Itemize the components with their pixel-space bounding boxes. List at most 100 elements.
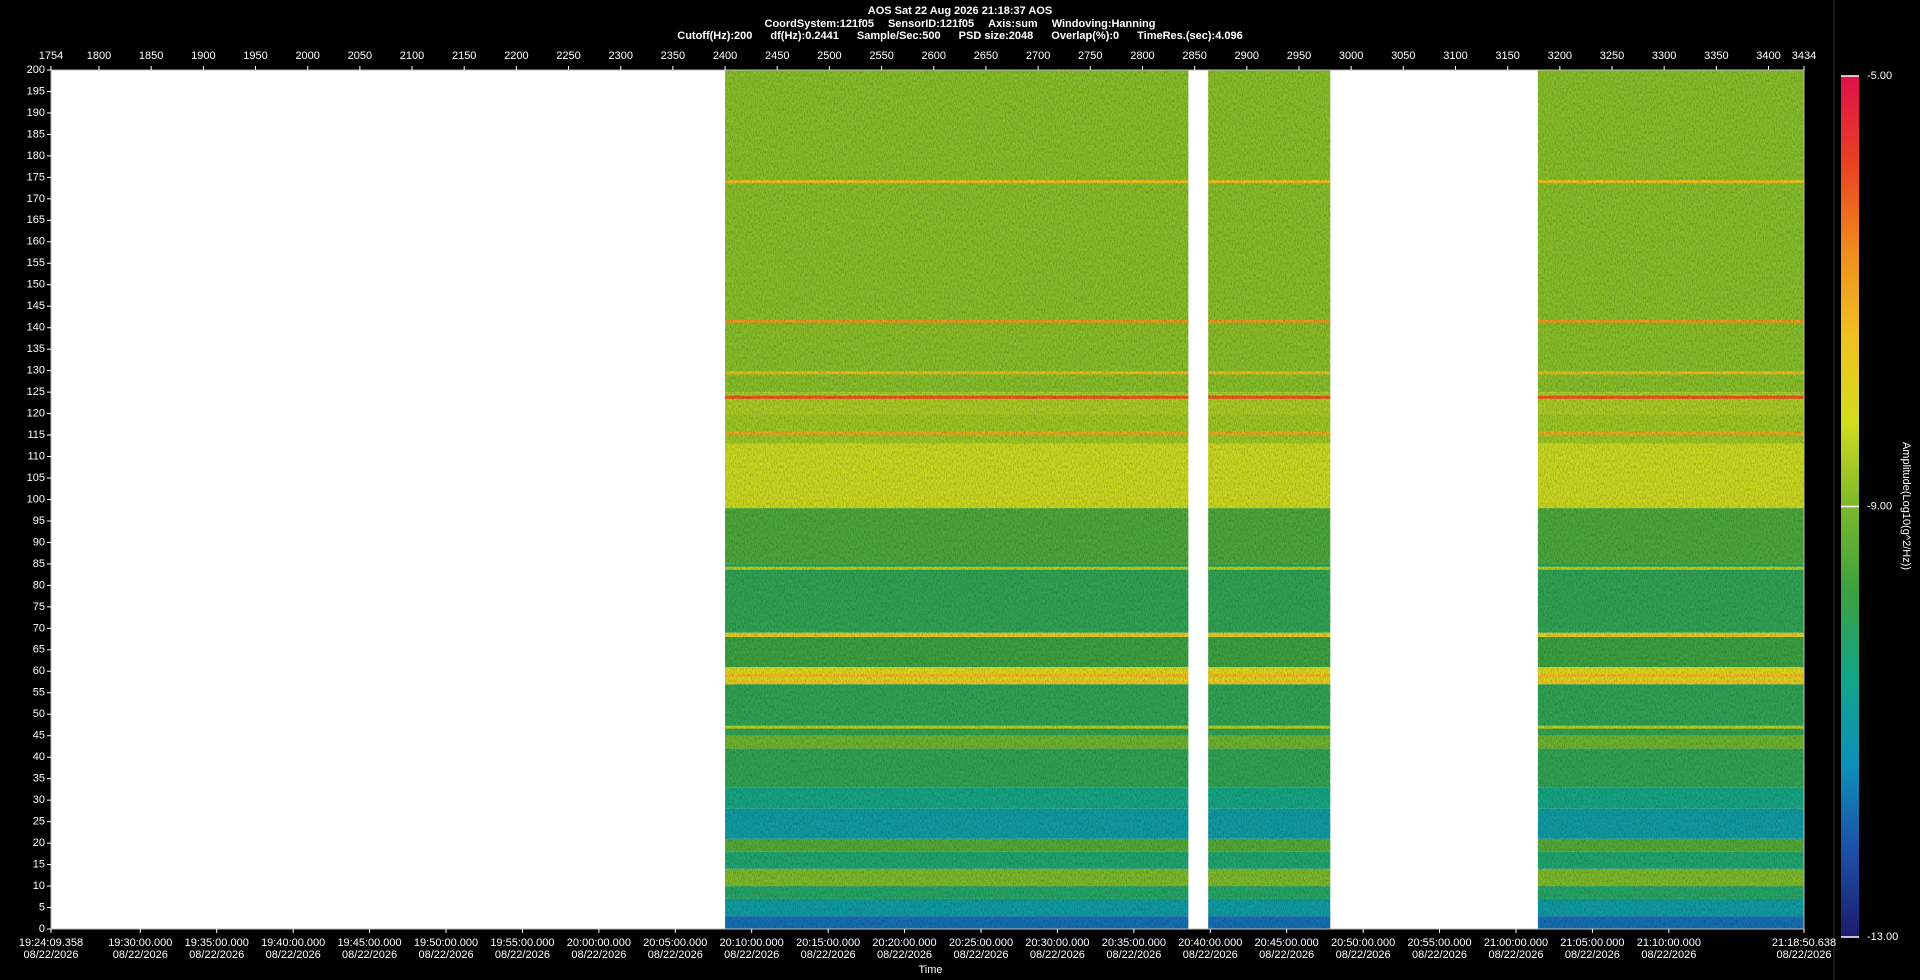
x2-tick-date: 08/22/2026	[1106, 949, 1161, 961]
colorbar-label: Amplitude(Log10(g^2/Hz))	[1900, 442, 1912, 570]
y-tick-label: 105	[27, 472, 45, 484]
y-tick-label: 155	[27, 257, 45, 269]
x2-tick-date: 08/22/2026	[113, 949, 168, 961]
x2-tick-label: 20:15:00.000	[796, 937, 860, 949]
x-tick-label: 2650	[974, 50, 998, 62]
colorbar-tick-label: -9.00	[1867, 500, 1892, 512]
x-tick-label: 2000	[295, 50, 319, 62]
y-tick-label: 20	[33, 837, 45, 849]
y-tick-label: 165	[27, 214, 45, 226]
x2-tick-label: 20:05:00.000	[643, 937, 707, 949]
y-tick-label: 65	[33, 644, 45, 656]
y-tick-label: 60	[33, 665, 45, 677]
y-tick-label: 160	[27, 236, 45, 248]
y-tick-label: 80	[33, 579, 45, 591]
info-item: Sample/Sec:500	[857, 30, 941, 42]
x2-tick-label: 19:24:09.358	[19, 937, 83, 949]
x2-tick-label: 21:00:00.000	[1484, 937, 1548, 949]
x2-tick-label: 20:35:00.000	[1102, 937, 1166, 949]
x2-tick-date: 08/22/2026	[1259, 949, 1314, 961]
x-tick-label: 1800	[87, 50, 111, 62]
x2-tick-date: 08/22/2026	[1641, 949, 1696, 961]
x-tick-label: 1900	[191, 50, 215, 62]
x2-tick-label: 19:35:00.000	[185, 937, 249, 949]
info-item: Axis:sum	[988, 18, 1038, 30]
x2-tick-date: 08/22/2026	[419, 949, 474, 961]
y-tick-label: 150	[27, 279, 45, 291]
x-tick-label: 2500	[817, 50, 841, 62]
x-axis-label: Time	[918, 964, 942, 976]
x2-tick-date: 08/22/2026	[342, 949, 397, 961]
noise-texture	[1537, 70, 1804, 929]
segment	[725, 70, 1189, 929]
y-tick-label: 130	[27, 365, 45, 377]
x2-tick-date: 08/22/2026	[724, 949, 779, 961]
x2-tick-label: 20:00:00.000	[567, 937, 631, 949]
x-tick-label: 2350	[661, 50, 685, 62]
x2-tick-label: 20:20:00.000	[872, 937, 936, 949]
x-tick-label: 3150	[1495, 50, 1519, 62]
y-tick-label: 40	[33, 751, 45, 763]
x-tick-label: 3050	[1391, 50, 1415, 62]
x2-tick-date: 08/22/2026	[801, 949, 856, 961]
x-tick-label: 2250	[556, 50, 580, 62]
y-tick-label: 95	[33, 515, 45, 527]
y-tick-label: 190	[27, 107, 45, 119]
y-tick-label: 70	[33, 622, 45, 634]
y-tick-label: 145	[27, 300, 45, 312]
x2-tick-date: 08/22/2026	[495, 949, 550, 961]
segment	[1208, 70, 1331, 929]
x2-tick-label: 20:45:00.000	[1255, 937, 1319, 949]
x2-tick-label: 19:30:00.000	[108, 937, 172, 949]
y-tick-label: 100	[27, 493, 45, 505]
chart-title: AOS Sat 22 Aug 2026 21:18:37 AOS	[868, 5, 1052, 17]
x2-tick-label: 20:55:00.000	[1407, 937, 1471, 949]
x2-tick-date: 08/22/2026	[189, 949, 244, 961]
x-tick-label: 3100	[1443, 50, 1467, 62]
x-tick-label: 3200	[1548, 50, 1572, 62]
segment	[1537, 70, 1804, 929]
y-tick-label: 90	[33, 536, 45, 548]
x-tick-label: 2600	[922, 50, 946, 62]
y-tick-label: 5	[39, 901, 45, 913]
y-tick-label: 10	[33, 880, 45, 892]
x2-tick-label: 19:55:00.000	[490, 937, 554, 949]
x2-tick-date: 08/22/2026	[648, 949, 703, 961]
info-item: df(Hz):0.2441	[770, 30, 838, 42]
x-tick-label: 2700	[1026, 50, 1050, 62]
y-tick-label: 125	[27, 386, 45, 398]
x-tick-label: 3400	[1756, 50, 1780, 62]
x-tick-label: 1850	[139, 50, 163, 62]
x-tick-label: 3350	[1704, 50, 1728, 62]
x-tick-label: 2400	[713, 50, 737, 62]
x2-tick-label: 20:10:00.000	[720, 937, 784, 949]
x2-tick-date: 08/22/2026	[1488, 949, 1543, 961]
y-tick-label: 185	[27, 128, 45, 140]
y-tick-label: 110	[27, 450, 45, 462]
info-line: CoordSystem:121f05 SensorID:121f05 Axis:su…	[765, 18, 1156, 30]
x2-tick-date: 08/22/2026	[1336, 949, 1391, 961]
x-tick-label: 2100	[400, 50, 424, 62]
y-tick-label: 135	[27, 343, 45, 355]
x2-tick-label: 20:25:00.000	[949, 937, 1013, 949]
x-tick-label: 2850	[1182, 50, 1206, 62]
info-line: Cutoff(Hz):200 df(Hz):0.2441 Sample/Sec:50…	[677, 30, 1242, 42]
info-item: SensorID:121f05	[888, 18, 974, 30]
x2-tick-label: 19:40:00.000	[261, 937, 325, 949]
info-item: Cutoff(Hz):200	[677, 30, 752, 42]
y-tick-label: 75	[33, 601, 45, 613]
x2-tick-date: 08/22/2026	[571, 949, 626, 961]
y-tick-label: 200	[27, 64, 45, 76]
x-tick-label: 2750	[1078, 50, 1102, 62]
y-tick-label: 25	[33, 816, 45, 828]
info-item: PSD size:2048	[959, 30, 1034, 42]
y-tick-label: 140	[27, 322, 45, 334]
x-tick-label: 3300	[1652, 50, 1676, 62]
y-tick-label: 0	[39, 923, 45, 935]
x-tick-label: 2900	[1235, 50, 1259, 62]
info-item: TimeRes.(sec):4.096	[1137, 30, 1243, 42]
x-tick-label: 2950	[1287, 50, 1311, 62]
x2-tick-date: 08/22/2026	[1030, 949, 1085, 961]
